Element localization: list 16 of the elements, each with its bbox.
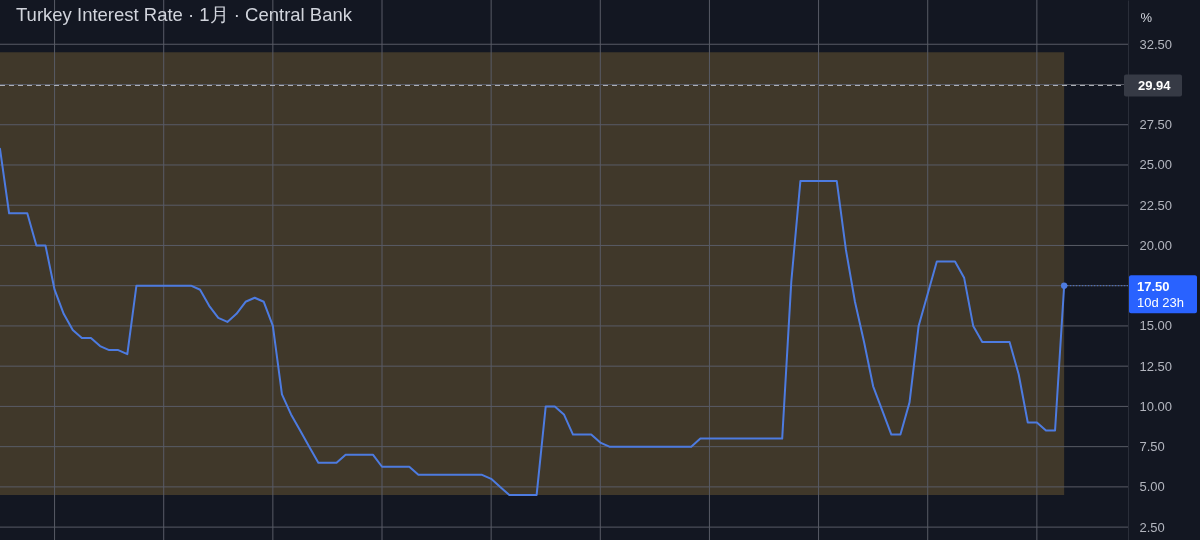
y-tick-label: 10.00 [1139, 398, 1173, 414]
y-tick-label: 22.50 [1139, 197, 1173, 213]
y-tick-label: 5.00 [1139, 479, 1165, 495]
y-tick-label: 15.00 [1139, 318, 1173, 334]
y-axis-title: % [1140, 9, 1153, 25]
y-tick-label: 25.00 [1139, 157, 1173, 173]
y-tick-label: 7.50 [1139, 439, 1165, 455]
y-tick-label: 2.50 [1139, 519, 1165, 535]
ref-line-label: 29.94 [1138, 78, 1172, 94]
y-tick-label: 20.00 [1139, 237, 1173, 253]
y-tick-label: 12.50 [1139, 358, 1173, 374]
text: 17.50 [1137, 279, 1170, 295]
text: 10d 23h [1137, 295, 1184, 311]
chart-title: Turkey Interest Rate · 1月 · Central Bank [16, 4, 353, 25]
y-tick-label: 27.50 [1139, 117, 1173, 133]
y-tick-label: 32.50 [1139, 36, 1173, 52]
